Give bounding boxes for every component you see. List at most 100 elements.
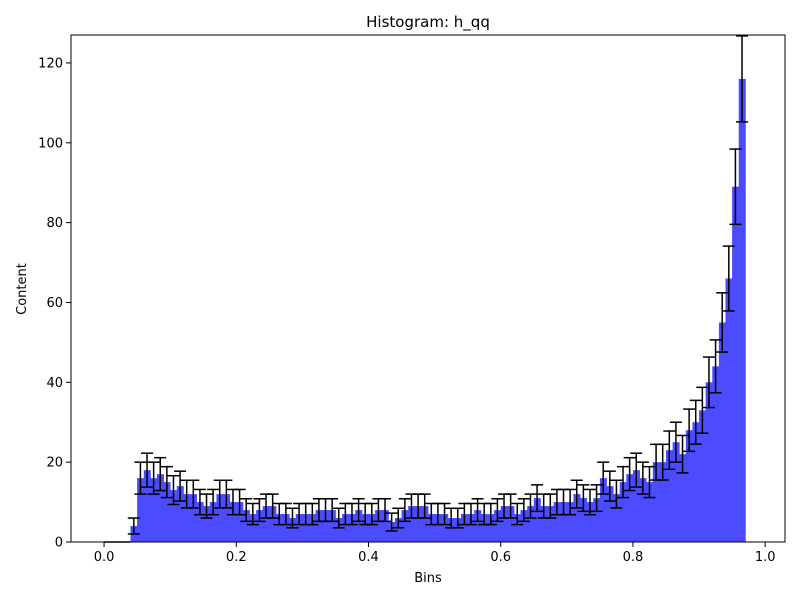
error-bar xyxy=(233,488,246,516)
histogram-bar xyxy=(315,510,323,542)
histogram-bar xyxy=(533,498,541,542)
histogram-bar xyxy=(289,518,297,542)
histogram-bar xyxy=(408,506,416,542)
histogram-bar xyxy=(679,454,687,542)
histogram-bar xyxy=(170,490,178,542)
error-bar xyxy=(253,498,266,523)
histogram-bar xyxy=(156,474,164,542)
histogram-bar xyxy=(540,506,548,542)
histogram-bar xyxy=(494,510,502,542)
error-bar xyxy=(603,470,616,502)
error-bar xyxy=(491,498,504,523)
histogram-bar xyxy=(190,494,198,542)
errorbars-group xyxy=(104,35,749,543)
histogram-bar xyxy=(646,482,654,542)
error-bar xyxy=(154,456,167,492)
histogram-bar xyxy=(414,506,422,542)
error-bar xyxy=(174,470,187,502)
error-bar xyxy=(504,493,517,519)
histogram-bar xyxy=(275,514,283,542)
histogram-bar xyxy=(183,494,191,542)
histogram-bar xyxy=(302,514,310,542)
error-bar xyxy=(451,507,464,529)
histogram-bar xyxy=(632,470,640,542)
histogram-bar xyxy=(368,514,376,542)
histogram-bar xyxy=(401,510,409,542)
error-bar xyxy=(643,465,656,499)
error-bar xyxy=(517,498,530,523)
histogram-bar xyxy=(137,478,145,542)
histogram-bar xyxy=(447,518,455,542)
histogram-bar xyxy=(196,502,204,542)
histogram-bar xyxy=(573,494,581,542)
error-bar xyxy=(689,399,702,445)
error-bar xyxy=(531,484,544,513)
histogram-bar xyxy=(699,410,707,542)
error-bar xyxy=(345,502,358,526)
error-bar xyxy=(240,498,253,523)
error-bar xyxy=(134,461,147,495)
histogram-bar xyxy=(474,510,482,542)
x-tick-label: 0.8 xyxy=(623,550,644,565)
histogram-bar xyxy=(223,494,231,542)
error-bar xyxy=(398,498,411,523)
histogram-bar xyxy=(269,506,277,542)
histogram-bar xyxy=(216,494,224,542)
histogram-bar xyxy=(732,186,740,542)
histogram-bar xyxy=(586,502,594,542)
error-bar xyxy=(147,461,160,495)
histogram-bar xyxy=(348,514,356,542)
histogram-bar xyxy=(256,510,264,542)
histogram-bar xyxy=(738,78,746,542)
histogram-bar xyxy=(236,502,244,542)
error-bar xyxy=(385,512,398,532)
error-bar xyxy=(286,507,299,529)
histogram-bar xyxy=(150,478,158,542)
error-bar xyxy=(669,421,682,463)
error-bar xyxy=(709,339,722,394)
histogram-bar xyxy=(685,430,693,542)
error-bar xyxy=(266,493,279,519)
error-bar xyxy=(187,479,200,509)
histogram-bar xyxy=(580,498,588,542)
histogram-bar xyxy=(480,514,488,542)
y-tick-label: 20 xyxy=(46,456,63,471)
error-bar xyxy=(392,507,405,529)
error-bar xyxy=(279,502,292,526)
error-bar xyxy=(564,488,577,516)
histogram-bar xyxy=(725,278,733,542)
error-bar xyxy=(623,456,636,492)
histogram-bar xyxy=(487,514,495,542)
error-bar xyxy=(544,493,557,519)
histogram-bar xyxy=(421,506,429,542)
histogram-bar xyxy=(507,506,515,542)
error-bar xyxy=(246,502,259,526)
histogram-bar xyxy=(322,510,330,542)
error-bar xyxy=(736,35,749,123)
histogram-bar xyxy=(394,518,402,542)
histogram-bar xyxy=(249,514,257,542)
histogram-bar xyxy=(692,422,700,542)
histogram-bar xyxy=(309,514,317,542)
y-tick-label: 120 xyxy=(38,56,63,71)
histogram-bar xyxy=(262,506,270,542)
histogram-bar xyxy=(176,486,184,542)
error-bar xyxy=(524,493,537,519)
error-bar xyxy=(722,245,735,312)
histogram-bar xyxy=(282,514,290,542)
histogram-bar xyxy=(163,482,171,542)
histogram-bar xyxy=(513,514,521,542)
error-bar xyxy=(676,434,689,474)
error-bar xyxy=(610,479,623,509)
error-bar xyxy=(484,502,497,526)
error-bar xyxy=(141,452,154,488)
x-axis-ticks: 0.0 0.2 0.4 0.6 0.8 1.0 xyxy=(94,542,776,565)
histogram-bar xyxy=(375,510,383,542)
error-bar xyxy=(471,498,484,523)
histogram-bar xyxy=(560,502,568,542)
histogram-bar xyxy=(652,462,660,542)
histogram-bar xyxy=(712,366,720,542)
histogram-bar xyxy=(718,322,726,542)
histogram-bar xyxy=(659,462,667,542)
histogram-bar xyxy=(328,510,336,542)
